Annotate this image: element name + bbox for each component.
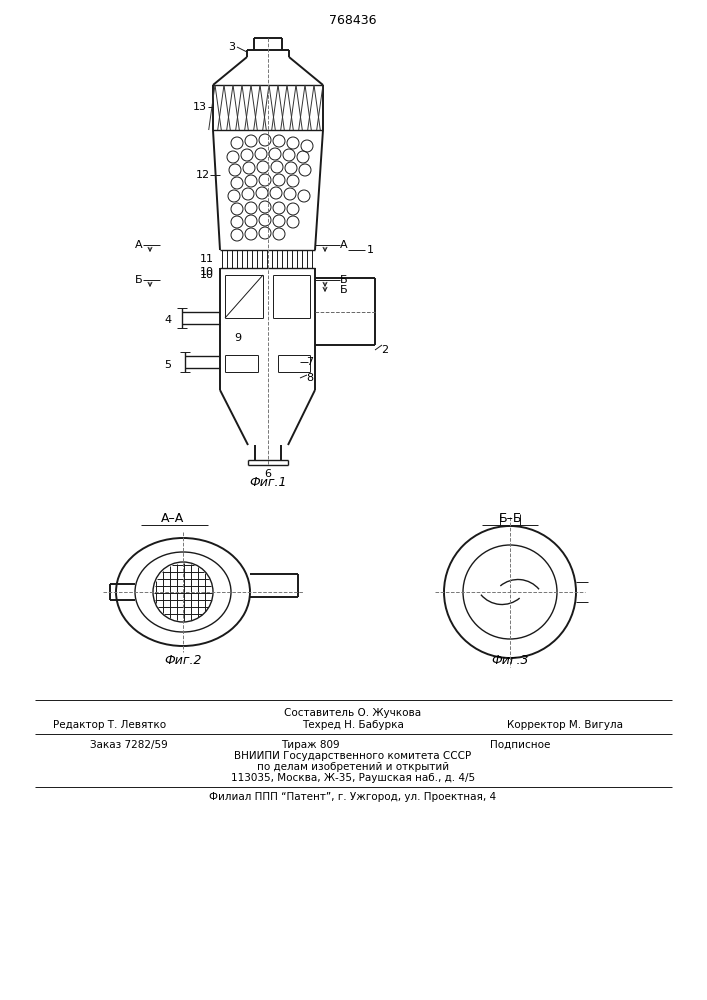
Text: Тираж 809: Тираж 809: [281, 740, 339, 750]
Text: Подписное: Подписное: [490, 740, 550, 750]
Text: 13: 13: [193, 102, 207, 112]
Text: A–A: A–A: [161, 512, 185, 524]
Text: Фиг.2: Фиг.2: [164, 654, 201, 666]
Text: 1: 1: [366, 245, 373, 255]
Text: 7: 7: [306, 357, 314, 367]
Text: 10: 10: [200, 267, 214, 277]
Text: 6: 6: [264, 469, 271, 479]
Text: 113035, Москва, Ж-35, Раушская наб., д. 4/5: 113035, Москва, Ж-35, Раушская наб., д. …: [231, 773, 475, 783]
Text: 768436: 768436: [329, 13, 377, 26]
Text: Б–Б: Б–Б: [498, 512, 522, 524]
Text: 4: 4: [165, 315, 172, 325]
Text: Составитель О. Жучкова: Составитель О. Жучкова: [284, 708, 421, 718]
Text: Редактор Т. Левятко: Редактор Т. Левятко: [54, 720, 167, 730]
Text: 9: 9: [235, 333, 242, 343]
Text: А: А: [135, 240, 143, 250]
Text: 10: 10: [200, 270, 214, 280]
Text: Фиг.3: Фиг.3: [491, 654, 529, 666]
Text: 3: 3: [228, 42, 235, 52]
Text: Б: Б: [340, 285, 348, 295]
Text: Фиг.1: Фиг.1: [250, 477, 287, 489]
Text: 11: 11: [200, 254, 214, 264]
Text: Филиал ППП “Патент”, г. Ужгород, ул. Проектная, 4: Филиал ППП “Патент”, г. Ужгород, ул. Про…: [209, 792, 496, 802]
Text: А: А: [340, 240, 348, 250]
Text: Б: Б: [135, 275, 143, 285]
Text: 8: 8: [306, 373, 314, 383]
Text: 5: 5: [165, 360, 172, 370]
Text: Корректор М. Вигула: Корректор М. Вигула: [507, 720, 623, 730]
Text: по делам изобретений и открытий: по делам изобретений и открытий: [257, 762, 449, 772]
Text: 2: 2: [382, 345, 389, 355]
Text: 12: 12: [196, 170, 210, 180]
Text: Техред Н. Бабурка: Техред Н. Бабурка: [302, 720, 404, 730]
Text: Заказ 7282/59: Заказ 7282/59: [90, 740, 168, 750]
Text: Б: Б: [340, 275, 348, 285]
Text: ВНИИПИ Государственного комитета СССР: ВНИИПИ Государственного комитета СССР: [235, 751, 472, 761]
